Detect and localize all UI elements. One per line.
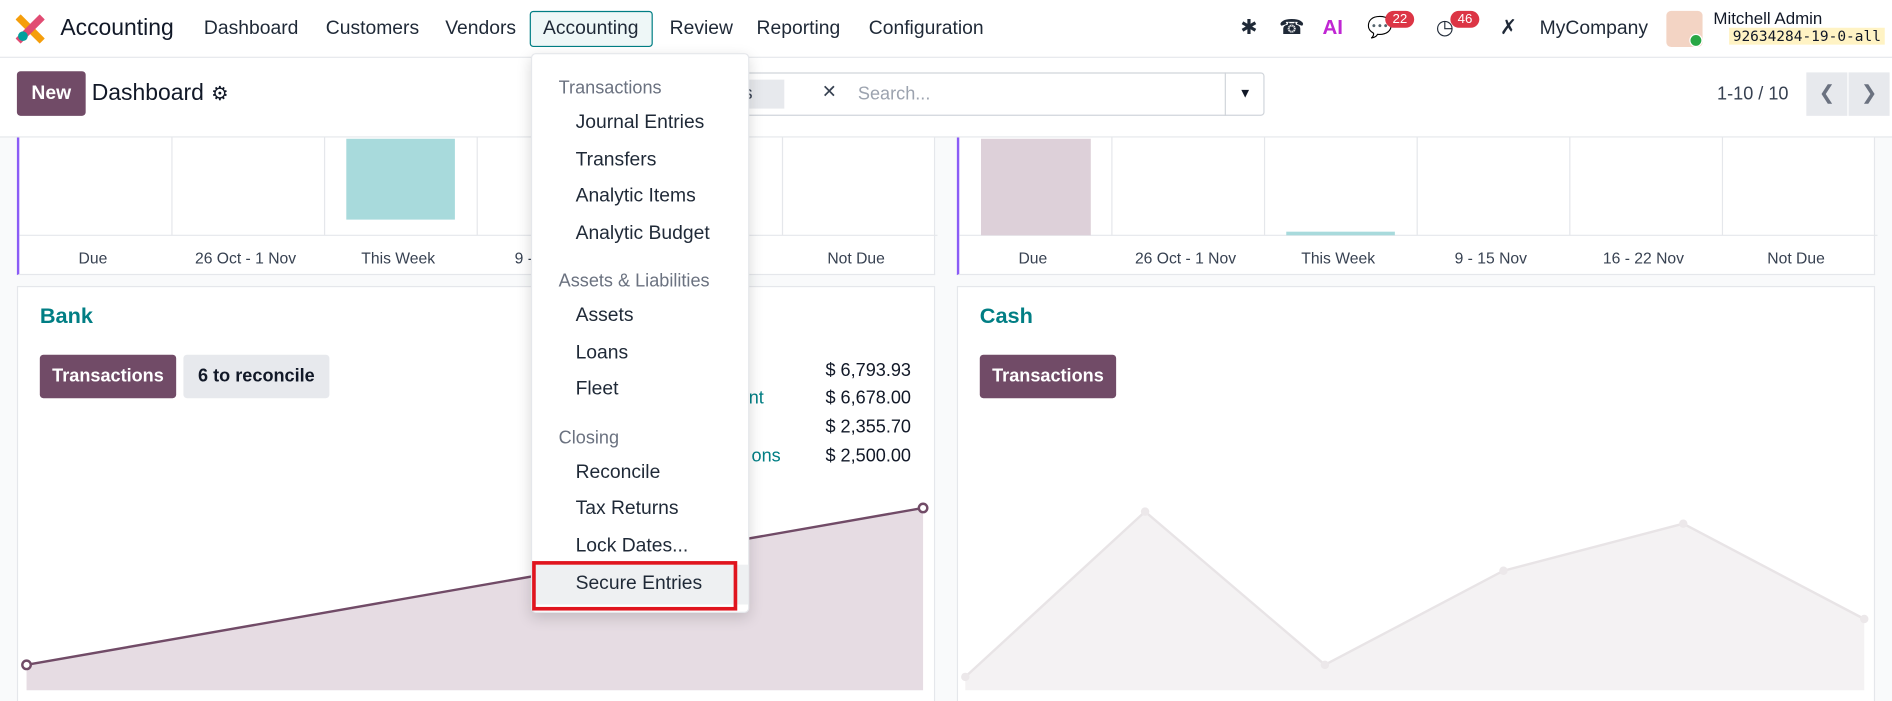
dropdown-item[interactable]: Tax Returns — [575, 498, 679, 519]
logo-icon — [15, 14, 45, 44]
dropdown-menu — [530, 53, 750, 613]
amount: $ 2,500.00 — [825, 445, 912, 467]
red-box — [532, 561, 738, 611]
row-label[interactable]: ons — [751, 445, 781, 467]
nav-icon: ◷ — [1435, 15, 1454, 39]
new-button[interactable]: New — [16, 71, 86, 116]
amount: $ 6,678.00 — [825, 387, 912, 409]
primary-button[interactable]: Transactions — [979, 354, 1117, 399]
x-label: Not Due — [1767, 249, 1825, 268]
nav-menu-item[interactable]: Configuration — [868, 18, 984, 39]
dropdown-item[interactable]: Assets — [575, 305, 634, 326]
status-dot — [1689, 33, 1703, 48]
nav-menu-active — [529, 10, 653, 48]
x-label: 9 - 15 Nov — [1454, 249, 1527, 268]
card-title[interactable]: Cash — [979, 303, 1033, 328]
nav-menu-item[interactable]: Vendors — [445, 18, 517, 39]
bar — [1286, 231, 1395, 236]
x-label: This Week — [361, 249, 436, 268]
x-label: This Week — [1301, 249, 1376, 268]
dropdown-item[interactable]: Loans — [575, 342, 629, 364]
facet-remove[interactable]: ✕ — [821, 82, 837, 103]
x-label: 16 - 22 Nov — [1602, 249, 1684, 268]
amount: $ 2,355.70 — [825, 416, 912, 438]
bar — [346, 138, 455, 220]
bar-chart — [959, 137, 1878, 236]
bar — [980, 138, 1091, 236]
pager: 1-10 / 10 — [1717, 83, 1789, 105]
nav-menu-item[interactable]: Accounting — [542, 18, 639, 39]
search-input[interactable]: Search... — [857, 83, 931, 105]
x-label: Due — [78, 249, 108, 268]
dropdown-item[interactable]: Analytic Items — [575, 185, 696, 207]
dropdown-item[interactable]: Transfers — [575, 149, 657, 171]
nav-menu-item[interactable]: Dashboard — [203, 18, 299, 39]
x-label: 26 Oct - 1 Nov — [194, 249, 297, 268]
x-label: Not Due — [827, 249, 885, 268]
database-name: 92634284-19-0-all — [1729, 27, 1885, 45]
dropdown-item[interactable]: Analytic Budget — [575, 223, 710, 244]
dropdown-item[interactable]: Lock Dates... — [575, 535, 689, 557]
search-toggle[interactable]: ▼ — [1224, 72, 1265, 116]
bar-chart — [19, 137, 938, 236]
card-title[interactable]: Bank — [39, 303, 93, 328]
dropdown-item[interactable]: Journal Entries — [575, 112, 705, 133]
journal-card — [956, 285, 1876, 701]
company-switch[interactable]: MyCompany — [1539, 18, 1649, 39]
badge: 46 — [1450, 10, 1480, 28]
badge: 22 — [1385, 10, 1415, 28]
dropdown-item[interactable]: Fleet — [575, 378, 619, 400]
ai-icon: AI — [1322, 15, 1343, 39]
breadcrumb: Dashboard — [91, 80, 204, 107]
nav-icon: ☎ — [1279, 15, 1305, 39]
secondary-button[interactable]: 6 to reconcile — [183, 354, 330, 399]
journal-card — [16, 285, 936, 701]
primary-button[interactable]: Transactions — [39, 354, 177, 399]
highlight — [532, 564, 749, 605]
dropdown-item[interactable]: Secure Entries — [575, 573, 703, 594]
nav-menu-item[interactable]: Review — [669, 18, 733, 39]
pager-prev[interactable]: ❮ — [1806, 72, 1848, 116]
x-label: Due — [1018, 249, 1048, 268]
dropdown-item[interactable]: Reconcile — [575, 462, 661, 483]
nav-menu-item[interactable]: Reporting — [756, 18, 841, 39]
dropdown-header: Assets & Liabilities — [558, 270, 710, 292]
navbar — [0, 0, 1892, 58]
chart-card — [16, 137, 938, 276]
user-name: Mitchell Admin — [1713, 8, 1823, 28]
app-logo — [15, 14, 45, 44]
dropdown-header: Closing — [558, 427, 620, 449]
chart-card — [956, 137, 1878, 276]
gear-icon[interactable]: ⚙ — [211, 84, 229, 105]
pager-next[interactable]: ❯ — [1848, 72, 1890, 116]
amount: $ 6,793.93 — [825, 360, 912, 381]
app-name[interactable]: Accounting — [60, 15, 174, 42]
nav-icon: ✱ — [1240, 15, 1258, 39]
nav-menu-item[interactable]: Customers — [325, 18, 420, 39]
x-label: 26 Oct - 1 Nov — [1134, 249, 1237, 268]
row-label[interactable]: nt — [748, 387, 764, 409]
dropdown-header: Transactions — [558, 77, 662, 99]
nav-icon: ✗ — [1499, 15, 1518, 39]
